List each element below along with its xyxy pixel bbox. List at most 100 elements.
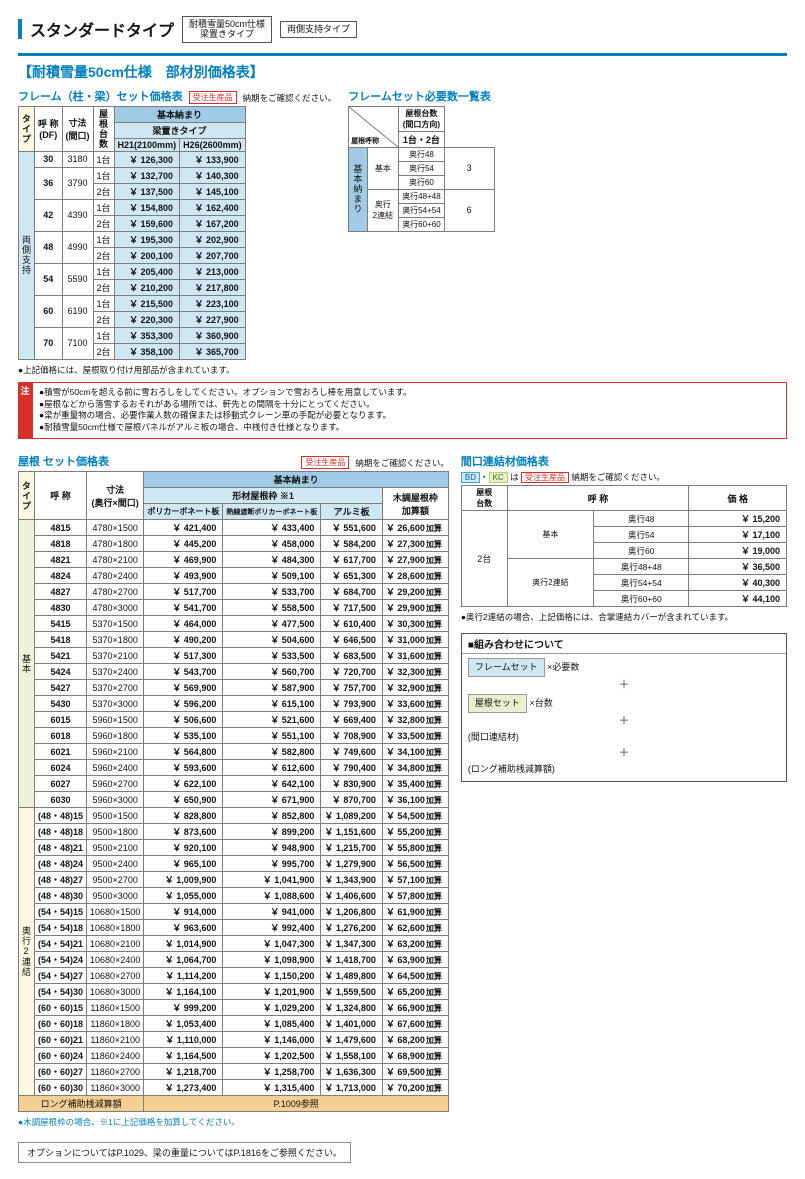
price-cell: ￥ 353,300	[114, 327, 180, 343]
price-cell: ￥ 509,100	[223, 568, 321, 584]
roof-dim: 5370×1800	[87, 632, 144, 648]
roof-dim: 5370×2700	[87, 680, 144, 696]
price-cell: ￥ 1,315,400	[223, 1080, 321, 1096]
roof-dim: 4780×1800	[87, 536, 144, 552]
frameset-req-block: フレームセット必要数一覧表 屋根呼称 屋根台数 (間口方向) 1台・2台 基本納…	[348, 88, 494, 376]
price-cell: ￥ 33,500加算	[382, 728, 448, 744]
roof-name: (60・60)15	[35, 1000, 87, 1016]
frame-count: 2台	[93, 183, 114, 199]
frame-table-block: フレーム（柱・梁）セット価格表 受注生産品 納期をご確認ください。 タイプ 呼 …	[18, 88, 336, 376]
price-cell: ￥ 870,700	[321, 792, 383, 808]
roof-name: (48・48)21	[35, 840, 87, 856]
price-cell: ￥ 551,600	[321, 520, 383, 536]
roof-sub-hdr: 形材屋根枠 ※1	[144, 488, 383, 504]
roof-name: (54・54)21	[35, 936, 87, 952]
joint-price-table: 屋根 台数 呼 称 価 格 2台基本奥行48￥ 15,200奥行54￥ 17,1…	[461, 485, 787, 607]
price-cell: ￥ 1,029,200	[223, 1000, 321, 1016]
price-cell: ￥ 899,200	[223, 824, 321, 840]
price-cell: ￥ 35,400加算	[382, 776, 448, 792]
frame-df: 54	[35, 263, 63, 295]
col-dim: 寸法 (間口)	[62, 106, 93, 151]
frameset-req-table: 屋根呼称 屋根台数 (間口方向) 1台・2台 基本納まり基本奥行483奥行54奥…	[348, 106, 494, 232]
price-cell: ￥ 790,400	[321, 760, 383, 776]
price-cell: ￥ 720,700	[321, 664, 383, 680]
roof-group: 奥行2連結	[19, 808, 35, 1096]
order-badge: 受注生産品	[189, 91, 237, 104]
price-cell: ￥ 458,000	[223, 536, 321, 552]
price-cell: ￥ 68,900加算	[382, 1048, 448, 1064]
price-cell: ￥ 1,218,700	[144, 1064, 223, 1080]
warn-line: ●屋根などから落雪するおそれがある場所では、軒先との間隔を十分にとってください。	[39, 399, 780, 411]
frame-df: 48	[35, 231, 63, 263]
roof-table-block: 屋根 セット価格表 受注生産品 納期をご確認ください。 タイプ 呼 称 寸法 (…	[18, 453, 449, 1128]
price-cell: ￥ 227,900	[180, 311, 246, 327]
price-cell: ￥ 62,600加算	[382, 920, 448, 936]
diag-header: 屋根呼称	[349, 106, 399, 147]
joint-row: 奥行48+48	[594, 559, 689, 575]
frame-count: 2台	[93, 343, 114, 359]
price-cell: ￥ 1,151,600	[321, 824, 383, 840]
price-cell: ￥ 642,100	[223, 776, 321, 792]
price-cell: ￥ 44,100	[689, 591, 787, 607]
roof-price-table: タイプ 呼 称 寸法 (奥行×間口) 基本納まり 形材屋根枠 ※1 木調屋根枠 …	[18, 471, 449, 1112]
bottom-note: オプションについてはP.1029、梁の重量についてはP.1816をご参照ください…	[18, 1142, 351, 1163]
price-cell: ￥ 195,300	[114, 231, 180, 247]
col-h26: H26(2600mm)	[180, 138, 246, 151]
warning-label: 注	[18, 382, 32, 440]
price-cell: ￥ 533,700	[223, 584, 321, 600]
col-name: 呼 称	[507, 486, 689, 511]
joint-row: 奥行48	[594, 511, 689, 527]
roof-dim: 5960×2100	[87, 744, 144, 760]
price-cell: ￥ 504,600	[223, 632, 321, 648]
frame-df: 60	[35, 295, 63, 327]
price-cell: ￥ 36,500	[689, 559, 787, 575]
roof-foot-left: ロング補助桟減算額	[19, 1096, 144, 1112]
roof-name: 5421	[35, 648, 87, 664]
frame-count: 1台	[93, 151, 114, 167]
roof-name: (60・60)27	[35, 1064, 87, 1080]
frame-dim: 5590	[62, 263, 93, 295]
req-row: 奥行54	[399, 161, 444, 175]
page-title: スタンダードタイプ	[30, 17, 174, 41]
price-cell: ￥ 360,900	[180, 327, 246, 343]
price-cell: ￥ 593,600	[144, 760, 223, 776]
roof-table-title: 屋根 セット価格表	[18, 453, 109, 469]
roof-name: (48・48)18	[35, 824, 87, 840]
price-cell: ￥ 27,300加算	[382, 536, 448, 552]
price-cell: ￥ 584,200	[321, 536, 383, 552]
roof-dim: 9500×2100	[87, 840, 144, 856]
col-price: 価 格	[689, 486, 787, 511]
price-cell: ￥ 207,700	[180, 247, 246, 263]
top-row: フレーム（柱・梁）セット価格表 受注生産品 納期をご確認ください。 タイプ 呼 …	[18, 88, 787, 376]
roof-dim: 5960×2400	[87, 760, 144, 776]
price-cell: ￥ 34,100加算	[382, 744, 448, 760]
price-cell: ￥ 61,900加算	[382, 904, 448, 920]
roof-name: 6021	[35, 744, 87, 760]
roof-name: (54・54)18	[35, 920, 87, 936]
price-cell: ￥ 793,900	[321, 696, 383, 712]
col-count: 屋根台数	[93, 106, 114, 151]
warn-line: ●耐積雪量50cm仕様で屋根パネルがアルミ板の場合、中桟付き仕様となります。	[39, 422, 780, 434]
col-type: タイプ	[19, 106, 35, 151]
price-cell: ￥ 622,100	[144, 776, 223, 792]
frame-dim: 7100	[62, 327, 93, 359]
price-cell: ￥ 1,273,400	[144, 1080, 223, 1096]
roof-name: (48・48)27	[35, 872, 87, 888]
price-cell: ￥ 1,559,500	[321, 984, 383, 1000]
price-cell: ￥ 210,200	[114, 279, 180, 295]
price-cell: ￥ 57,800加算	[382, 888, 448, 904]
frame-count: 2台	[93, 311, 114, 327]
price-cell: ￥ 40,300	[689, 575, 787, 591]
price-cell: ￥ 433,400	[223, 520, 321, 536]
req-group: 奥行 2連結	[367, 189, 399, 231]
frame-dim: 3790	[62, 167, 93, 199]
lower-row: 屋根 セット価格表 受注生産品 納期をご確認ください。 タイプ 呼 称 寸法 (…	[18, 453, 787, 1128]
combo-line: (間口連結材)	[468, 730, 780, 744]
roof-badge-note: 納期をご確認ください。	[355, 457, 449, 469]
roof-footnote: ●木調屋根枠の場合、※1に上記価格を加算してください。	[18, 1116, 449, 1128]
roof-name: 4827	[35, 584, 87, 600]
right-column: 間口連結材価格表 BD・KC は 受注生産品 納期をご確認ください。 屋根 台数…	[461, 453, 787, 1128]
price-cell: ￥ 464,000	[144, 616, 223, 632]
req-h1: 屋根台数 (間口方向)	[399, 106, 444, 131]
price-cell: ￥ 533,500	[223, 648, 321, 664]
